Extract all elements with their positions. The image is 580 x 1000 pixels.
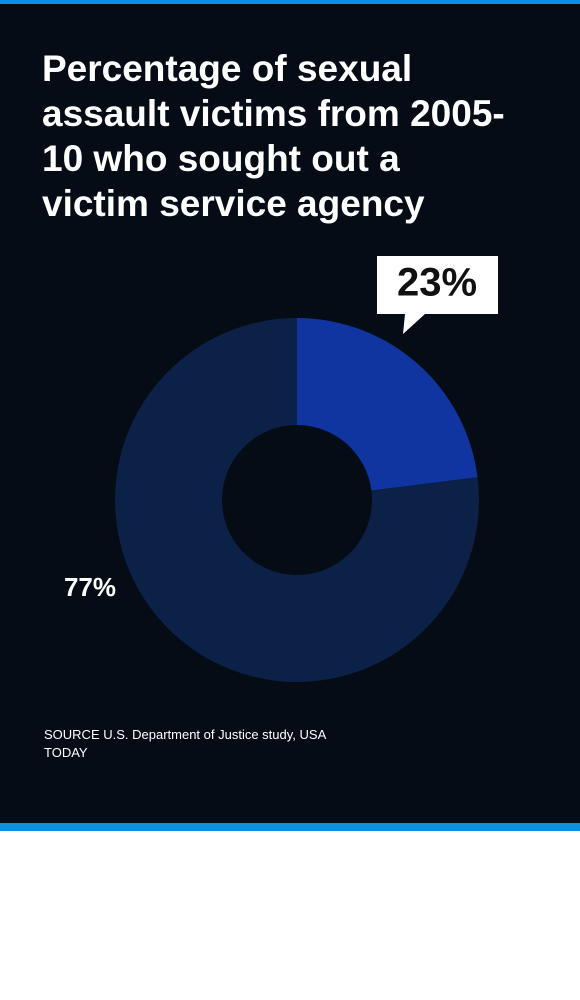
panel: Percentage of sexual assault victims fro… — [0, 0, 580, 831]
donut-slice — [115, 318, 479, 682]
callout-box — [377, 256, 498, 334]
value-label: 77% — [64, 572, 116, 602]
chart-title: Percentage of sexual assault victims fro… — [42, 48, 505, 224]
callout: 23% — [377, 256, 498, 334]
source-note: SOURCE U.S. Department of Justice study,… — [44, 727, 326, 760]
slices — [115, 318, 479, 682]
donut-slice — [297, 318, 478, 491]
chart: 23% 77% — [64, 256, 498, 682]
value-label: 23% — [397, 261, 477, 305]
